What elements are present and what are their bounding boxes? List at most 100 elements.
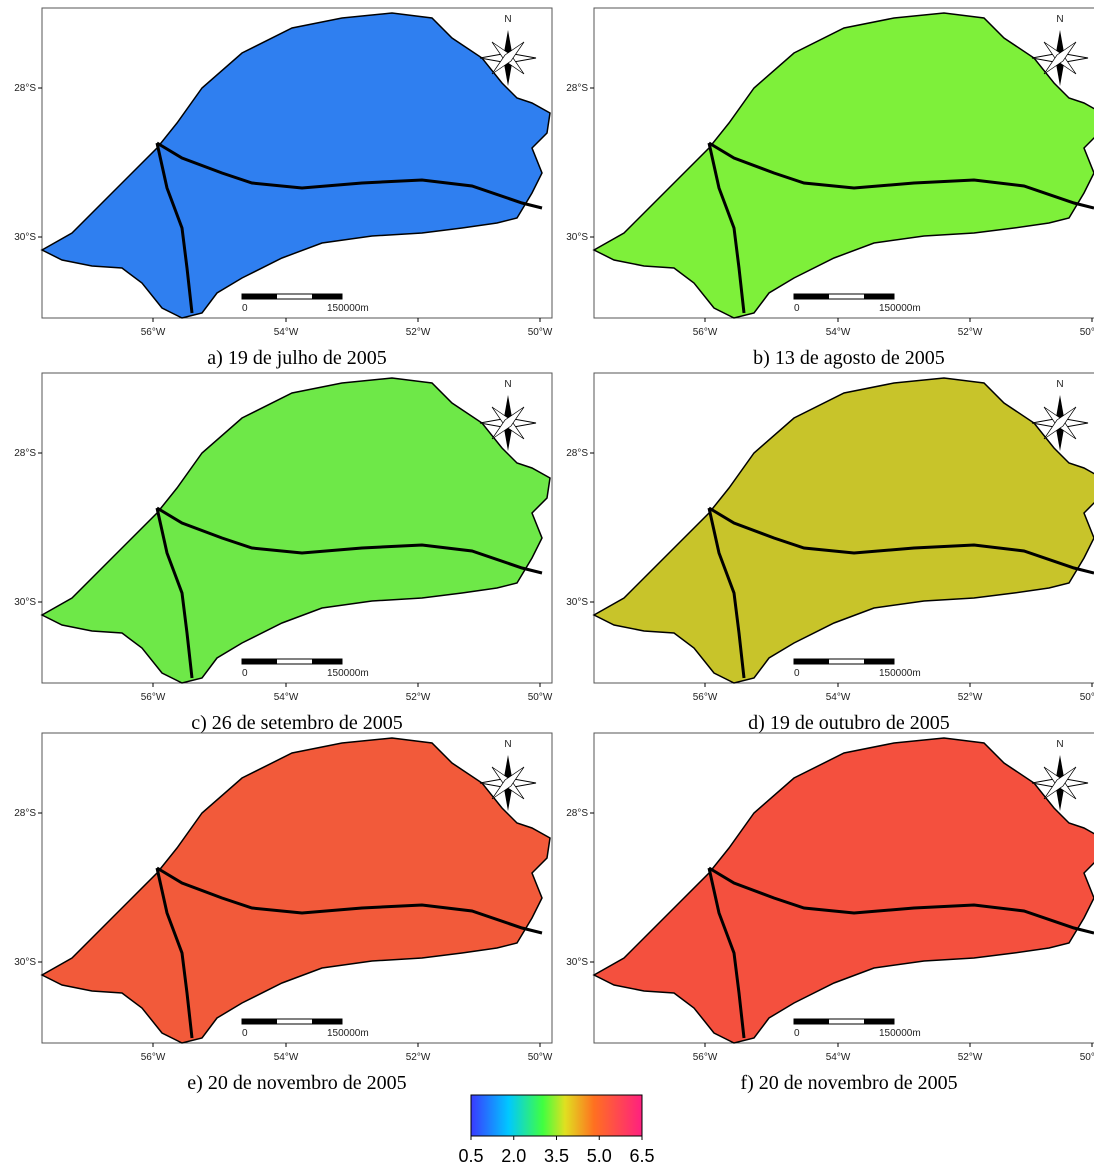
scale-bar xyxy=(794,659,829,664)
lat-label: 28°S xyxy=(566,83,588,94)
scale-label: 0 xyxy=(794,668,800,679)
north-label: N xyxy=(1056,379,1063,390)
lon-label: 56°W xyxy=(141,1052,166,1063)
panel-caption: a) 19 de julho de 2005 xyxy=(207,347,386,369)
lat-label: 30°S xyxy=(566,232,588,243)
region-boundary xyxy=(708,866,1094,935)
north-label: N xyxy=(504,14,511,25)
state-area xyxy=(592,12,1094,319)
scale-bar xyxy=(794,294,829,299)
north-label: N xyxy=(1056,739,1063,750)
region-boundary xyxy=(155,142,194,314)
state-area xyxy=(40,737,551,1044)
colorbar-label: 2.0 xyxy=(501,1146,526,1166)
lon-label: 54°W xyxy=(826,1052,851,1063)
lon-label: 52°W xyxy=(406,327,431,338)
colorbar-label: 5.0 xyxy=(587,1146,612,1166)
scale-bar xyxy=(312,294,342,299)
lat-label: 30°S xyxy=(14,957,36,968)
lon-label: 50°W xyxy=(1080,1052,1094,1063)
scale-label: 0 xyxy=(242,303,248,314)
state-area xyxy=(592,377,1094,684)
scale-label: 0 xyxy=(242,668,248,679)
map-panel: N 0 150000m 28°S 30°S 56°W 54°W 52°W 50°W xyxy=(566,7,1094,338)
scale-label: 150000m xyxy=(879,668,921,679)
lon-label: 56°W xyxy=(141,692,166,703)
scale-label: 150000m xyxy=(879,303,921,314)
map-panel: N 0 150000m 28°S 30°S 56°W 54°W 52°W 50°W xyxy=(14,732,553,1063)
compass xyxy=(1043,766,1077,800)
map-panel: N 0 150000m 28°S 30°S 56°W 54°W 52°W 50°W xyxy=(14,372,553,703)
region-boundary xyxy=(156,141,543,210)
lat-label: 28°S xyxy=(566,808,588,819)
lat-label: 28°S xyxy=(566,448,588,459)
panel-caption: c) 26 de setembro de 2005 xyxy=(191,712,403,734)
panel-caption: d) 19 de outubro de 2005 xyxy=(748,712,950,734)
lat-label: 28°S xyxy=(14,83,36,94)
lon-label: 54°W xyxy=(274,692,299,703)
compass xyxy=(491,41,525,75)
state-area xyxy=(40,12,551,319)
map-panel: N 0 150000m 28°S 30°S 56°W 54°W 52°W 50°W xyxy=(566,372,1094,703)
compass xyxy=(1043,406,1077,440)
scale-bar xyxy=(242,1019,277,1024)
region-boundary xyxy=(156,866,543,935)
north-label: N xyxy=(1056,14,1063,25)
lon-label: 50°W xyxy=(1080,692,1094,703)
region-boundary xyxy=(708,141,1094,210)
lon-label: 56°W xyxy=(693,692,718,703)
panel-caption: e) 20 de novembro de 2005 xyxy=(187,1072,406,1094)
lon-label: 50°W xyxy=(1080,327,1094,338)
lon-label: 52°W xyxy=(406,692,431,703)
state-area xyxy=(592,737,1094,1044)
lon-label: 54°W xyxy=(274,327,299,338)
state-area xyxy=(40,377,551,684)
scale-label: 150000m xyxy=(327,668,369,679)
compass xyxy=(491,406,525,440)
scale-bar xyxy=(242,659,277,664)
compass xyxy=(1043,41,1077,75)
scale-label: 150000m xyxy=(879,1028,921,1039)
lat-label: 28°S xyxy=(14,448,36,459)
scale-label: 0 xyxy=(794,1028,800,1039)
lon-label: 50°W xyxy=(528,692,553,703)
lon-label: 52°W xyxy=(958,692,983,703)
colorbar-label: 0.5 xyxy=(458,1146,483,1166)
lon-label: 52°W xyxy=(958,327,983,338)
north-label: N xyxy=(504,739,511,750)
scale-bar xyxy=(864,294,894,299)
lon-label: 56°W xyxy=(693,1052,718,1063)
scale-bar xyxy=(312,1019,342,1024)
scale-bar xyxy=(312,659,342,664)
colorbar xyxy=(470,1094,643,1137)
panel-caption: b) 13 de agosto de 2005 xyxy=(753,347,945,369)
lon-label: 56°W xyxy=(693,327,718,338)
map-panel: N 0 150000m 28°S 30°S 56°W 54°W 52°W 50°W xyxy=(566,732,1094,1063)
lat-label: 30°S xyxy=(14,232,36,243)
lon-label: 54°W xyxy=(274,1052,299,1063)
region-boundary xyxy=(156,506,543,575)
region-boundary xyxy=(707,867,746,1039)
lat-label: 30°S xyxy=(566,957,588,968)
colorbar-label: 3.5 xyxy=(544,1146,569,1166)
lon-label: 50°W xyxy=(528,327,553,338)
scale-bar xyxy=(864,659,894,664)
scale-label: 0 xyxy=(242,1028,248,1039)
colorbar-label: 6.5 xyxy=(629,1146,654,1166)
scale-bar xyxy=(864,1019,894,1024)
region-boundary xyxy=(707,507,746,679)
scale-label: 150000m xyxy=(327,1028,369,1039)
compass xyxy=(491,766,525,800)
map-panel: N 0 150000m 28°S 30°S 56°W 54°W 52°W 50°W xyxy=(14,7,553,338)
region-boundary xyxy=(155,867,194,1039)
region-boundary xyxy=(708,506,1094,575)
lon-label: 54°W xyxy=(826,692,851,703)
region-boundary xyxy=(707,142,746,314)
region-boundary xyxy=(155,507,194,679)
scale-label: 0 xyxy=(794,303,800,314)
lon-label: 56°W xyxy=(141,327,166,338)
scale-label: 150000m xyxy=(327,303,369,314)
lat-label: 30°S xyxy=(566,597,588,608)
lat-label: 28°S xyxy=(14,808,36,819)
